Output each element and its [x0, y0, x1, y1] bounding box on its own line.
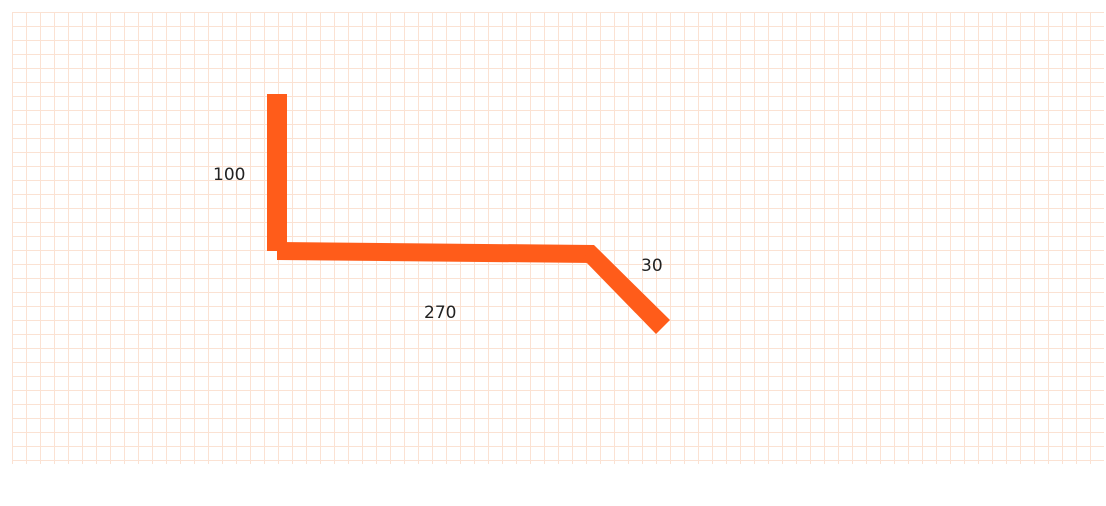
segment-vertical [267, 94, 287, 251]
dimension-label-diagonal: 30 [641, 256, 663, 276]
grid-background [12, 12, 1104, 464]
segment-horizontal [277, 242, 594, 263]
dimension-label-vertical: 100 [213, 165, 246, 185]
dimension-label-horizontal: 270 [424, 303, 457, 323]
segment-diagonal [583, 245, 670, 334]
